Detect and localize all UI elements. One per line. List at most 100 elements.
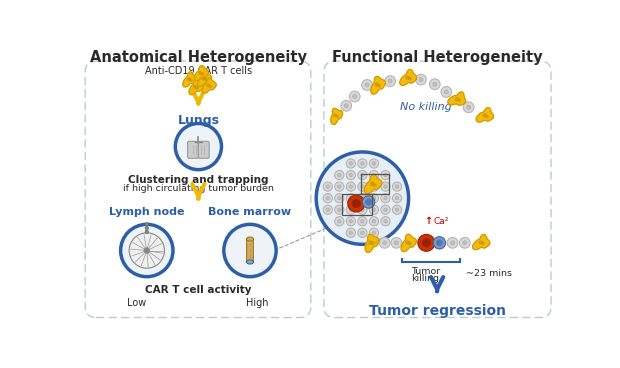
Circle shape bbox=[430, 79, 440, 89]
Circle shape bbox=[482, 242, 484, 245]
Bar bbox=[342, 194, 371, 215]
Circle shape bbox=[145, 230, 148, 233]
Text: Tumor: Tumor bbox=[411, 268, 440, 276]
Circle shape bbox=[372, 231, 376, 234]
Circle shape bbox=[361, 197, 364, 200]
Circle shape bbox=[346, 205, 355, 214]
Circle shape bbox=[361, 208, 364, 212]
Circle shape bbox=[358, 194, 367, 203]
Circle shape bbox=[361, 231, 364, 234]
Polygon shape bbox=[189, 79, 203, 95]
Circle shape bbox=[205, 78, 207, 81]
Circle shape bbox=[384, 208, 388, 212]
Circle shape bbox=[409, 78, 411, 80]
Circle shape bbox=[467, 105, 471, 109]
Circle shape bbox=[352, 200, 360, 208]
Circle shape bbox=[463, 102, 474, 113]
Circle shape bbox=[384, 219, 388, 223]
Circle shape bbox=[346, 182, 355, 191]
Circle shape bbox=[381, 194, 390, 203]
Circle shape bbox=[344, 104, 348, 108]
Ellipse shape bbox=[247, 260, 254, 264]
Text: High: High bbox=[246, 298, 269, 308]
Polygon shape bbox=[400, 70, 417, 85]
Text: Tumor regression: Tumor regression bbox=[369, 304, 505, 318]
Circle shape bbox=[349, 219, 353, 223]
Circle shape bbox=[363, 196, 374, 208]
Circle shape bbox=[335, 170, 344, 180]
Polygon shape bbox=[183, 72, 197, 87]
Polygon shape bbox=[365, 234, 379, 252]
Polygon shape bbox=[448, 92, 466, 105]
Polygon shape bbox=[371, 76, 386, 94]
Circle shape bbox=[372, 185, 376, 188]
Circle shape bbox=[372, 219, 376, 223]
Text: killing: killing bbox=[412, 275, 440, 283]
Circle shape bbox=[194, 86, 197, 88]
Circle shape bbox=[381, 205, 390, 214]
Circle shape bbox=[341, 100, 352, 111]
Polygon shape bbox=[472, 234, 490, 250]
Circle shape bbox=[394, 241, 398, 245]
Text: Functional Heterogeneity: Functional Heterogeneity bbox=[332, 50, 542, 66]
Text: Lymph node: Lymph node bbox=[109, 208, 185, 217]
Circle shape bbox=[419, 78, 423, 82]
Circle shape bbox=[406, 241, 409, 244]
Circle shape bbox=[346, 217, 355, 226]
FancyBboxPatch shape bbox=[188, 141, 198, 158]
Circle shape bbox=[175, 124, 221, 170]
Text: Clustering and trapping: Clustering and trapping bbox=[128, 175, 268, 185]
Circle shape bbox=[335, 182, 344, 191]
Circle shape bbox=[358, 217, 367, 226]
Circle shape bbox=[349, 208, 353, 212]
Circle shape bbox=[392, 194, 402, 203]
Polygon shape bbox=[197, 71, 211, 86]
Circle shape bbox=[381, 217, 390, 226]
Circle shape bbox=[349, 91, 360, 102]
Text: No killing: No killing bbox=[400, 102, 451, 112]
Circle shape bbox=[436, 240, 442, 245]
Polygon shape bbox=[401, 234, 417, 252]
Circle shape bbox=[451, 241, 454, 245]
Circle shape bbox=[379, 237, 390, 248]
Circle shape bbox=[385, 76, 396, 86]
Circle shape bbox=[335, 205, 344, 214]
Circle shape bbox=[202, 77, 205, 80]
Circle shape bbox=[370, 194, 379, 203]
FancyBboxPatch shape bbox=[247, 239, 254, 262]
Circle shape bbox=[370, 228, 379, 237]
Text: Low: Low bbox=[127, 298, 146, 308]
Circle shape bbox=[370, 217, 379, 226]
Circle shape bbox=[433, 82, 437, 86]
Circle shape bbox=[326, 208, 329, 212]
Circle shape bbox=[199, 72, 202, 74]
Text: Anatomical Heterogeneity: Anatomical Heterogeneity bbox=[90, 50, 307, 66]
Polygon shape bbox=[365, 174, 382, 194]
Circle shape bbox=[323, 194, 332, 203]
Circle shape bbox=[372, 208, 376, 212]
Circle shape bbox=[370, 170, 379, 180]
Circle shape bbox=[190, 79, 192, 81]
Polygon shape bbox=[476, 107, 494, 122]
Circle shape bbox=[406, 76, 409, 79]
Circle shape bbox=[346, 170, 355, 180]
Circle shape bbox=[375, 83, 378, 86]
Circle shape bbox=[445, 90, 448, 94]
Circle shape bbox=[396, 197, 399, 200]
Circle shape bbox=[349, 231, 353, 234]
Circle shape bbox=[346, 194, 355, 203]
Text: Lungs: Lungs bbox=[177, 114, 219, 127]
Circle shape bbox=[441, 86, 452, 97]
Circle shape bbox=[372, 242, 374, 245]
Circle shape bbox=[188, 78, 190, 81]
Circle shape bbox=[323, 182, 332, 191]
Circle shape bbox=[337, 173, 341, 177]
Circle shape bbox=[335, 194, 344, 203]
Circle shape bbox=[361, 219, 364, 223]
Circle shape bbox=[326, 185, 329, 188]
Text: ~23 mins: ~23 mins bbox=[466, 269, 512, 278]
Circle shape bbox=[370, 205, 379, 214]
Circle shape bbox=[459, 237, 470, 248]
Text: Ca²: Ca² bbox=[433, 217, 449, 226]
Circle shape bbox=[415, 74, 427, 85]
